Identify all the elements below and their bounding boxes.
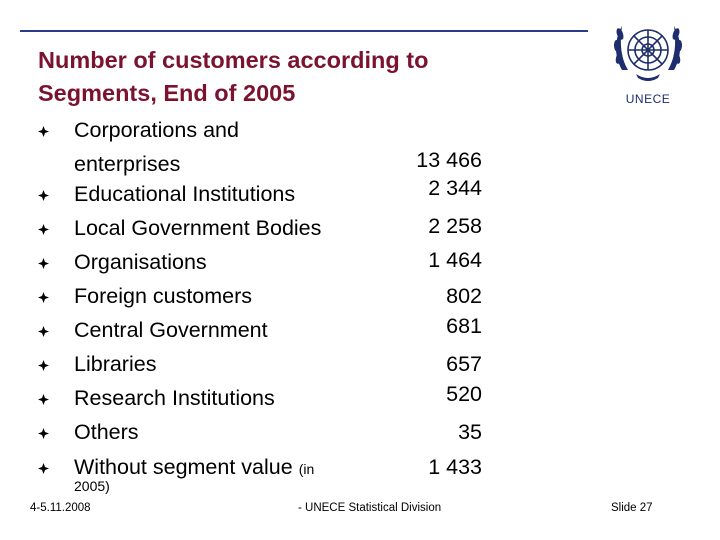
item-label-line2: enterprises xyxy=(74,152,181,176)
item-label-note-line2: 2005) xyxy=(74,478,110,494)
item-label: Central Government xyxy=(74,318,268,342)
item-label: Local Government Bodies xyxy=(74,216,322,240)
item-value: 13 466 xyxy=(416,148,482,172)
title-line-1: Number of customers according to xyxy=(38,47,429,73)
title-line-2: Segments, End of 2005 xyxy=(38,80,296,106)
item-value: 2 258 xyxy=(428,214,482,238)
item-label: Others xyxy=(74,420,139,444)
diamond-bullet-icon xyxy=(38,428,49,439)
item-label: Research Institutions xyxy=(74,386,275,410)
item-label: Organisations xyxy=(74,250,207,274)
footer-date: 4-5.11.2008 xyxy=(30,502,91,514)
title-rule xyxy=(20,30,588,32)
diamond-bullet-icon xyxy=(38,258,49,269)
slide-title: Number of customers according to Segment… xyxy=(38,44,598,110)
footer-organization: - UNECE Statistical Division xyxy=(298,502,442,514)
diamond-bullet-icon xyxy=(38,190,49,201)
item-label: Foreign customers xyxy=(74,284,253,308)
diamond-bullet-icon xyxy=(38,326,49,337)
diamond-bullet-icon xyxy=(38,463,49,474)
item-label: Corporations and xyxy=(74,118,239,142)
item-label-main: Without segment value xyxy=(74,455,293,479)
logo-text: UNECE xyxy=(625,92,671,106)
unece-logo: UNECE xyxy=(606,12,690,112)
item-label: Without segment value (in xyxy=(74,451,314,486)
diamond-bullet-icon xyxy=(38,126,49,137)
item-value: 520 xyxy=(446,382,482,406)
item-value: 802 xyxy=(446,284,482,308)
item-value: 657 xyxy=(446,352,482,376)
item-value: 1 464 xyxy=(428,248,482,272)
diamond-bullet-icon xyxy=(38,292,49,303)
item-value: 1 433 xyxy=(428,455,482,479)
diamond-bullet-icon xyxy=(38,394,49,405)
footer-slide-number: Slide 27 xyxy=(611,502,653,514)
diamond-bullet-icon xyxy=(38,224,49,235)
item-value: 681 xyxy=(446,314,482,338)
item-value: 2 344 xyxy=(428,176,482,200)
item-label: Educational Institutions xyxy=(74,182,296,206)
item-label: Libraries xyxy=(74,352,157,376)
item-label-note: (in xyxy=(298,461,315,477)
un-emblem-icon xyxy=(613,26,683,81)
item-value: 35 xyxy=(458,420,482,444)
diamond-bullet-icon xyxy=(38,360,49,371)
